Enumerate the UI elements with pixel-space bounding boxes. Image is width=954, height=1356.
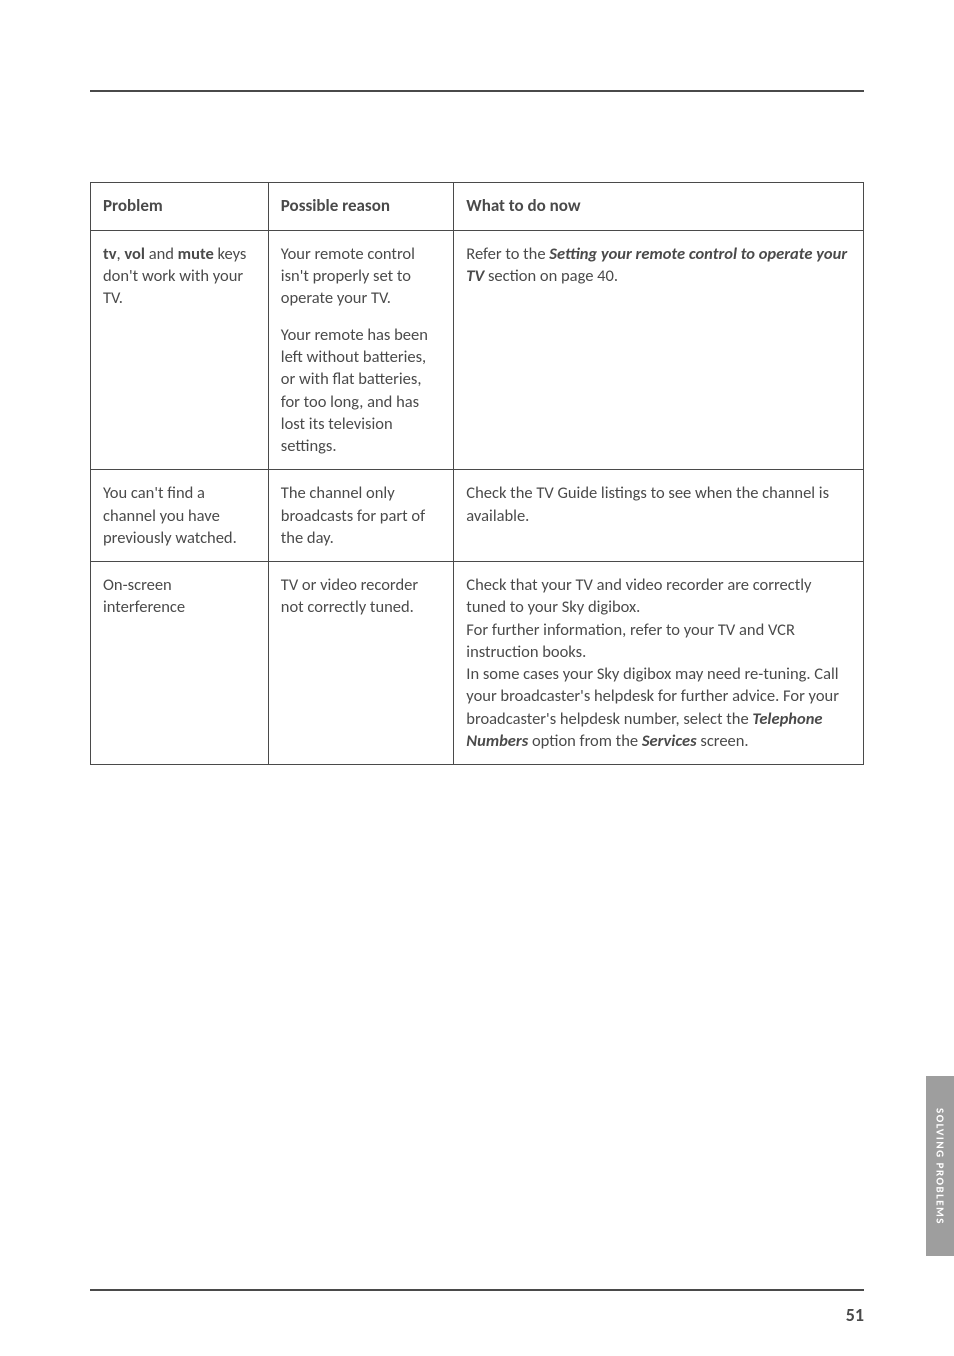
- text: section on page 40.: [484, 266, 618, 286]
- header-action: What to do now: [454, 183, 864, 231]
- bold-text: tv: [103, 244, 117, 264]
- bold-text: vol: [124, 244, 145, 264]
- text: screen.: [697, 731, 749, 751]
- text: The channel only broadcasts for part of …: [281, 483, 425, 548]
- cell-reason: The channel only broadcasts for part of …: [268, 470, 454, 562]
- cell-reason: TV or video recorder not correctly tuned…: [268, 562, 454, 765]
- header-problem: Problem: [91, 183, 269, 231]
- bold-italic-text: Services: [642, 731, 697, 751]
- text: On-screen interference: [103, 575, 185, 617]
- text: For further information, refer to your T…: [466, 620, 795, 662]
- cell-action: Check the TV Guide listings to see when …: [454, 470, 864, 562]
- text: TV or video recorder not correctly tuned…: [281, 575, 418, 617]
- paragraph-gap: [281, 310, 442, 324]
- table-header-row: Problem Possible reason What to do now: [91, 183, 864, 231]
- bold-text: mute: [178, 244, 214, 264]
- side-tab-label: SOLVING PROBLEMS: [934, 1108, 947, 1225]
- bottom-rule: [90, 1289, 864, 1291]
- text: Check that your TV and video recorder ar…: [466, 575, 811, 617]
- cell-problem: tv, vol and mute keys don't work with yo…: [91, 230, 269, 469]
- text: Refer to the: [466, 244, 549, 264]
- table-row: tv, vol and mute keys don't work with yo…: [91, 230, 864, 469]
- table-row: On-screen interference TV or video recor…: [91, 562, 864, 765]
- cell-reason: Your remote control isn't properly set t…: [268, 230, 454, 469]
- cell-problem: You can't find a channel you have previo…: [91, 470, 269, 562]
- side-tab: SOLVING PROBLEMS: [926, 1076, 954, 1256]
- cell-problem: On-screen interference: [91, 562, 269, 765]
- page-number: 51: [846, 1304, 864, 1326]
- troubleshooting-table: Problem Possible reason What to do now t…: [90, 182, 864, 765]
- text: Your remote has been left without batter…: [281, 325, 428, 456]
- text: option from the: [528, 731, 642, 751]
- text: and: [145, 244, 178, 264]
- header-reason: Possible reason: [268, 183, 454, 231]
- page: Problem Possible reason What to do now t…: [0, 0, 954, 1356]
- table-row: You can't find a channel you have previo…: [91, 470, 864, 562]
- text: You can't find a channel you have previo…: [103, 483, 237, 548]
- cell-action: Refer to the Setting your remote control…: [454, 230, 864, 469]
- top-rule: [90, 90, 864, 92]
- text: Your remote control isn't properly set t…: [281, 244, 415, 309]
- cell-action: Check that your TV and video recorder ar…: [454, 562, 864, 765]
- text: Check the TV Guide listings to see when …: [466, 483, 829, 525]
